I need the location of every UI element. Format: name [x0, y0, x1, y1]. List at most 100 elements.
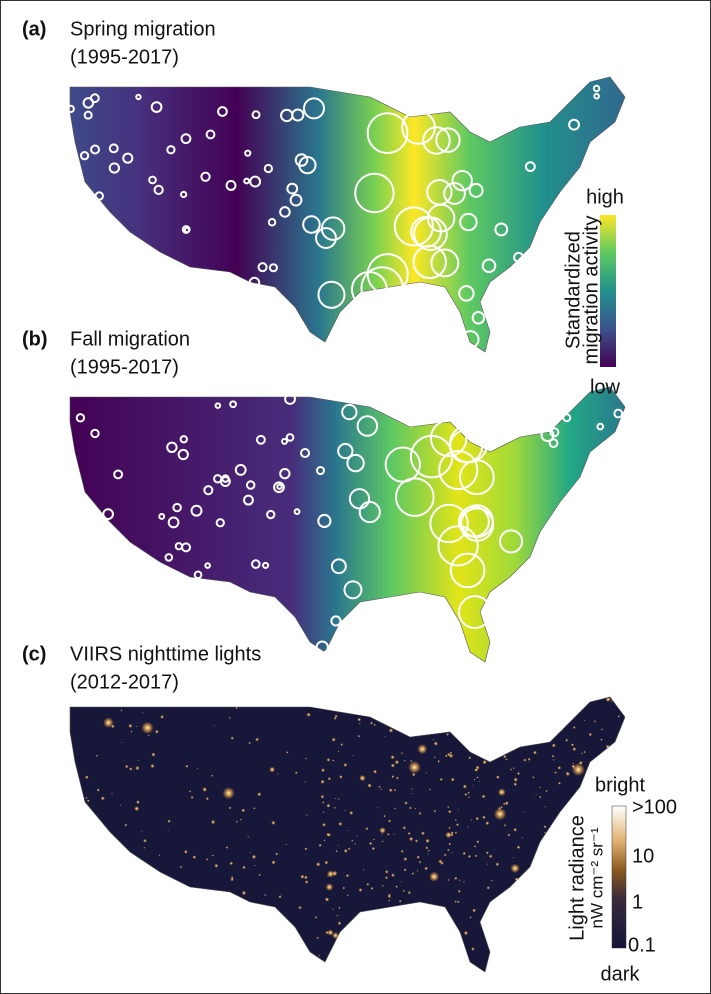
- city-light: [581, 752, 583, 754]
- city-light: [202, 787, 207, 792]
- city-light: [189, 790, 191, 792]
- migration-legend: high low Standardized migration activity: [562, 186, 624, 398]
- city-light: [298, 906, 301, 909]
- city-light: [325, 897, 329, 901]
- city-light: [458, 809, 459, 810]
- city-light: [528, 758, 531, 761]
- city-light: [346, 874, 349, 877]
- city-light: [367, 783, 371, 787]
- city-light: [339, 775, 342, 778]
- city-light: [600, 738, 602, 740]
- city-light: [412, 872, 415, 875]
- city-light: [320, 780, 324, 784]
- city-light: [327, 929, 333, 935]
- city-light: [281, 894, 282, 895]
- city-light: [399, 900, 402, 903]
- city-light: [277, 773, 278, 774]
- city-light: [143, 839, 147, 843]
- city-light: [206, 858, 208, 860]
- city-light: [382, 833, 383, 834]
- city-light: [523, 759, 526, 762]
- city-light: [271, 821, 275, 825]
- city-light: [226, 846, 229, 849]
- city-light: [101, 796, 105, 800]
- panel-title: Fall migration: [70, 328, 190, 350]
- panel-title: VIIRS nighttime lights: [70, 643, 261, 665]
- city-light: [235, 707, 237, 709]
- city-light: [211, 775, 213, 777]
- city-light: [327, 758, 331, 762]
- city-light: [349, 811, 353, 815]
- city-light: [455, 819, 457, 821]
- city-light: [533, 751, 537, 755]
- city-light: [324, 861, 328, 865]
- city-light: [514, 778, 518, 782]
- city-light: [479, 781, 480, 782]
- city-light: [468, 756, 471, 759]
- city-light: [496, 776, 499, 779]
- city-light: [135, 766, 139, 770]
- city-light: [440, 778, 443, 781]
- city-light: [539, 796, 541, 798]
- city-light: [316, 937, 318, 939]
- city-light: [421, 831, 425, 835]
- city-light: [583, 751, 585, 753]
- city-light: [323, 811, 325, 813]
- city-light: [370, 887, 373, 890]
- city-light: [475, 817, 478, 820]
- city-light: [611, 700, 613, 702]
- city-light: [321, 768, 325, 772]
- city-light: [388, 900, 390, 902]
- city-light: [385, 870, 389, 874]
- city-light: [304, 781, 306, 783]
- city-light: [457, 901, 460, 904]
- city-light: [446, 733, 449, 736]
- city-light: [306, 814, 308, 816]
- city-light: [448, 810, 451, 813]
- city-light: [411, 788, 413, 790]
- city-light: [458, 890, 461, 893]
- city-light: [573, 767, 575, 769]
- city-light: [184, 850, 188, 854]
- city-light: [393, 834, 394, 835]
- city-light: [121, 742, 122, 743]
- city-light: [545, 790, 547, 792]
- city-light: [408, 761, 421, 774]
- city-light: [514, 783, 517, 786]
- legend-dark: dark: [601, 963, 641, 985]
- city-light: [359, 888, 363, 892]
- city-light: [87, 799, 90, 802]
- legend-high: high: [586, 186, 624, 208]
- map: [68, 77, 625, 352]
- city-light: [335, 798, 336, 799]
- city-light: [257, 792, 261, 796]
- city-light: [403, 890, 405, 892]
- us-outline: [70, 697, 625, 972]
- city-light: [304, 876, 308, 880]
- city-light: [275, 853, 278, 856]
- city-light: [389, 728, 393, 732]
- city-light: [411, 793, 412, 794]
- city-light: [473, 785, 474, 786]
- city-light: [424, 867, 428, 871]
- city-light: [545, 806, 546, 807]
- panel-period: (1995-2017): [70, 46, 179, 68]
- legend-tick: 10: [632, 845, 654, 867]
- legend-bright: bright: [595, 774, 645, 796]
- city-light: [130, 730, 132, 732]
- city-light: [584, 720, 585, 721]
- city-light: [388, 819, 391, 822]
- city-light: [138, 760, 139, 761]
- city-light: [338, 822, 342, 826]
- city-light: [451, 831, 454, 834]
- city-light: [322, 801, 324, 803]
- city-light: [383, 815, 385, 817]
- city-light: [417, 870, 419, 872]
- city-light: [474, 779, 476, 781]
- city-light: [365, 827, 368, 830]
- city-light: [487, 886, 490, 889]
- city-light: [151, 753, 155, 757]
- city-light: [240, 819, 242, 821]
- city-light: [447, 849, 449, 851]
- city-light: [468, 796, 470, 798]
